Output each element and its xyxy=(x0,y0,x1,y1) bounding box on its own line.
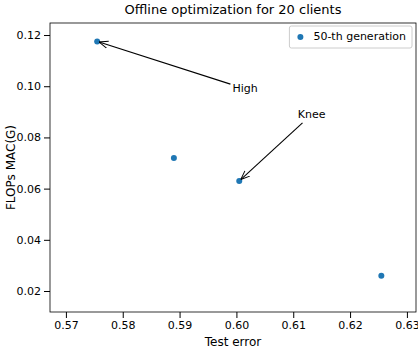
tick: 0.08 xyxy=(17,131,51,144)
tick-mark xyxy=(180,312,181,318)
point xyxy=(94,38,100,44)
legend-label: 50-th generation xyxy=(313,30,406,43)
title: Offline optimization for 20 clients xyxy=(125,2,342,17)
annotation-text: Knee xyxy=(298,108,326,121)
tick-mark xyxy=(293,312,294,318)
tick-mark xyxy=(44,240,50,241)
tick-label: 0.57 xyxy=(54,319,78,332)
y-axis: 0.02 0.04 0.06 0.08 0.10 0.12 xyxy=(17,24,51,313)
tick-label: 0.12 xyxy=(17,29,42,42)
tick: 0.58 xyxy=(111,312,135,332)
tick-mark xyxy=(44,291,50,292)
tick-label: 0.59 xyxy=(168,319,193,332)
tick: 0.10 xyxy=(17,80,51,93)
tick: 0.61 xyxy=(281,312,306,332)
tick-label: 0.04 xyxy=(17,234,42,247)
tick: 0.12 xyxy=(17,29,51,42)
tick-mark xyxy=(44,35,50,36)
tick-label: 0.62 xyxy=(338,319,363,332)
y-axis-title: FLOPs MAC(G) xyxy=(4,125,18,210)
points xyxy=(94,38,384,278)
chart: 0.57 0.58 0.59 0.60 0.61 0.62 0.63 0.02 0.04 0.06… xyxy=(0,0,418,352)
tick-mark xyxy=(407,312,408,318)
plot-frame xyxy=(50,23,416,312)
point xyxy=(171,155,177,161)
tick: 0.60 xyxy=(225,312,250,332)
tick-label: 0.06 xyxy=(17,183,42,196)
tick-label: 0.61 xyxy=(281,319,306,332)
legend-marker xyxy=(297,34,303,40)
annotation-arrow xyxy=(241,123,303,180)
tick: 0.62 xyxy=(338,312,363,332)
tick: 0.59 xyxy=(168,312,193,332)
tick-mark xyxy=(66,312,67,318)
tick-label: 0.60 xyxy=(225,319,250,332)
annotation-arrow xyxy=(99,42,230,84)
legend-box xyxy=(289,26,412,48)
tick-label: 0.58 xyxy=(111,319,135,332)
tick-mark xyxy=(44,137,50,138)
tick: 0.04 xyxy=(17,234,51,247)
x-axis-title: Test error xyxy=(204,335,262,349)
tick-label: 0.02 xyxy=(17,285,42,298)
plot: 0.57 0.58 0.59 0.60 0.61 0.62 0.63 0.02 0.04 0.06… xyxy=(17,23,418,332)
tick: 0.57 xyxy=(54,312,78,332)
tick: 0.63 xyxy=(395,312,418,332)
tick: 0.06 xyxy=(17,183,51,196)
tick-label: 0.10 xyxy=(17,80,42,93)
tick-mark xyxy=(44,86,50,87)
tick-mark xyxy=(44,189,50,190)
tick-mark xyxy=(123,312,124,318)
tick-mark xyxy=(350,312,351,318)
point xyxy=(378,273,384,279)
tick: 0.02 xyxy=(17,285,51,298)
annotation-text: High xyxy=(232,82,257,95)
tick-label: 0.08 xyxy=(17,131,42,144)
x-axis: 0.57 0.58 0.59 0.60 0.61 0.62 0.63 xyxy=(51,312,418,332)
tick-label: 0.63 xyxy=(395,319,418,332)
legend: 50-th generation xyxy=(289,26,412,48)
tick-mark xyxy=(236,312,237,318)
